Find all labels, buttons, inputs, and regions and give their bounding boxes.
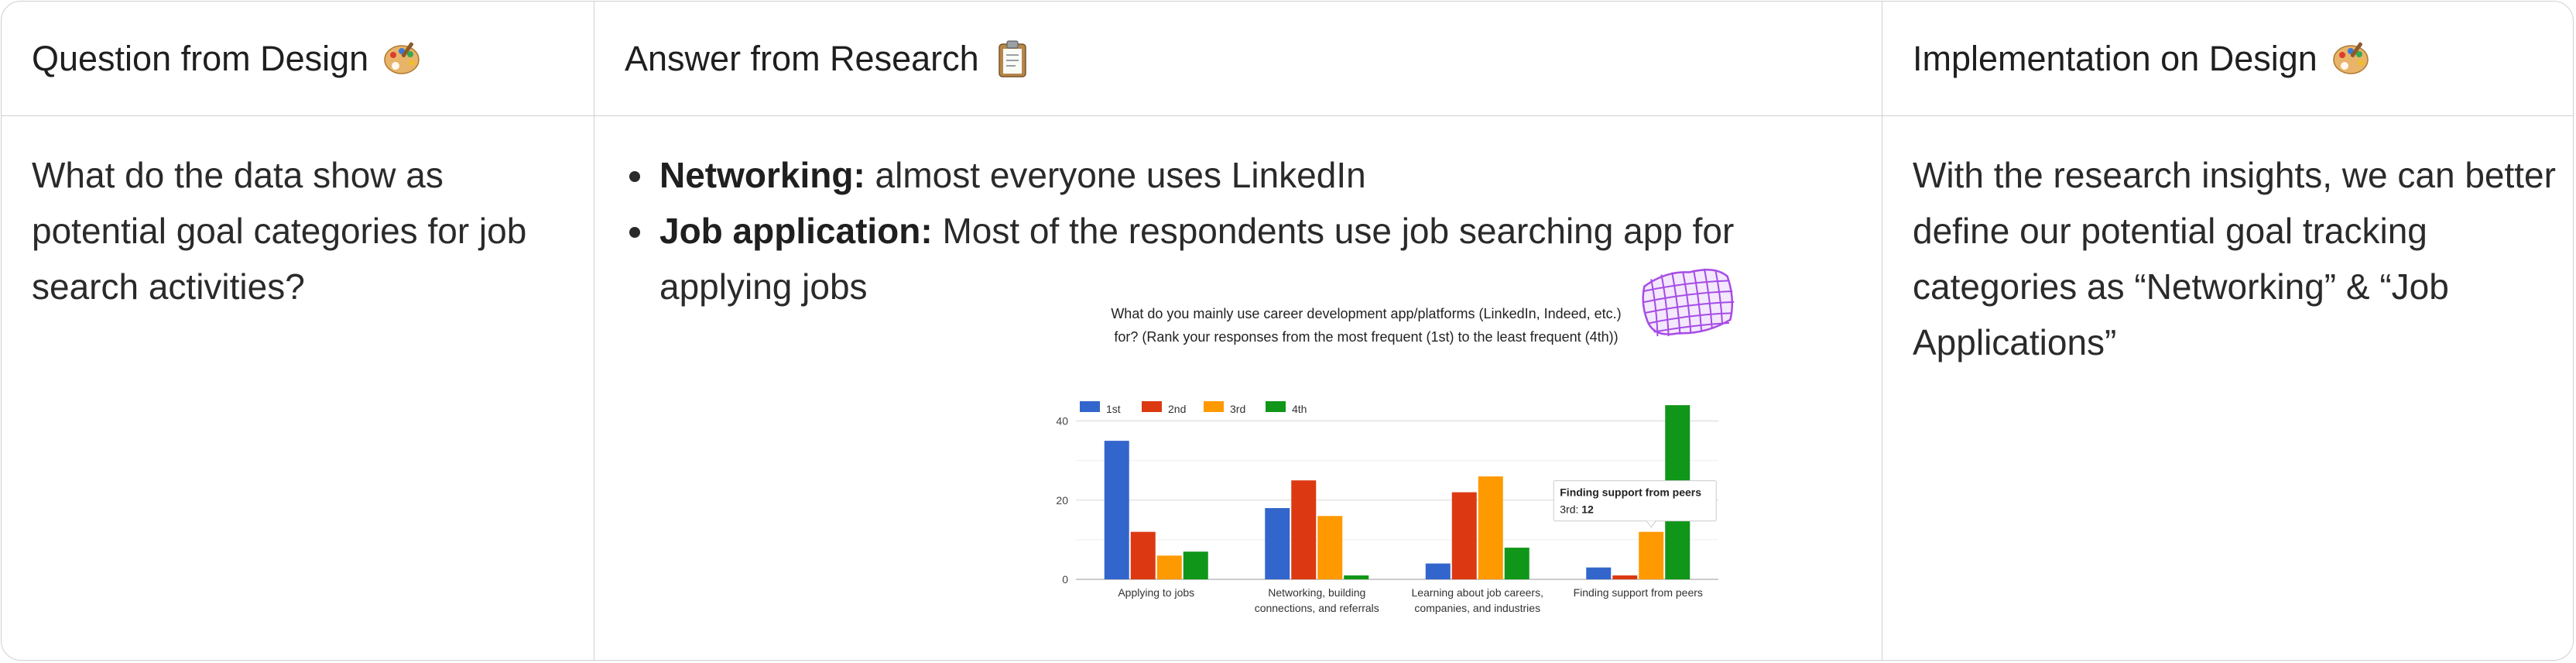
survey-bar-chart: What do you mainly use career developmen… <box>999 294 1734 627</box>
answer-bullet-text: Most of the respondents use job searchin… <box>659 211 1735 307</box>
implementation-column: Implementation on Design With the resear… <box>1882 2 2573 660</box>
chart-title: What do you mainly use career developmen… <box>999 302 1734 349</box>
tooltip-label: 3rd: 12 <box>1560 503 1594 516</box>
answer-bullet-title: Job application: <box>659 211 933 251</box>
answer-bullet-text: almost everyone uses LinkedIn <box>865 155 1366 195</box>
legend-swatch <box>1266 401 1286 412</box>
bar-2nd-0 <box>1130 531 1156 579</box>
purple-grid-sticker-icon <box>1642 268 1735 337</box>
answer-bullet-job-application: Job application: Most of the respondents… <box>656 203 1864 314</box>
bar-1st-1 <box>1265 508 1290 579</box>
implementation-header: Implementation on Design <box>1882 2 2573 116</box>
bar-1st-0 <box>1104 441 1129 579</box>
legend-label: 3rd <box>1230 403 1245 415</box>
bar-3rd-3 <box>1639 531 1664 579</box>
design-question-text: What do the data show as potential goal … <box>32 155 527 307</box>
x-tick-label: Finding support from peers <box>1574 586 1703 599</box>
implementation-header-label: Implementation on Design <box>1913 38 2317 78</box>
y-tick-label: 20 <box>1056 494 1068 507</box>
x-tick-label: companies, and industries <box>1414 602 1540 614</box>
clipboard-icon <box>998 40 1026 77</box>
chart-title-line: for? (Rank your responses from the most … <box>1114 329 1619 345</box>
bar-2nd-2 <box>1451 492 1477 579</box>
x-tick-label: Learning about job careers, <box>1412 586 1543 599</box>
bar-4th-0 <box>1183 551 1208 579</box>
design-question-header-label: Question from Design <box>32 38 369 78</box>
design-question-header: Question from Design <box>2 2 594 116</box>
tooltip-title: Finding support from peers <box>1560 486 1701 499</box>
bar-3rd-2 <box>1478 476 1503 579</box>
bar-4th-2 <box>1504 548 1530 579</box>
answer-bullet-list: Networking: almost everyone uses LinkedI… <box>622 147 1864 314</box>
tooltip-value: 12 <box>1581 503 1594 516</box>
research-answer-column: Answer from Research Networking: almost … <box>594 2 1882 660</box>
legend-swatch <box>1204 401 1224 412</box>
bar-1st-2 <box>1425 563 1451 579</box>
bar-4th-1 <box>1344 575 1369 579</box>
x-tick-label: Networking, building <box>1268 586 1365 599</box>
bar-2nd-3 <box>1612 575 1638 579</box>
implementation-text: With the research insights, we can bette… <box>1913 155 2556 362</box>
chart-plot: 0 20 40 1st 2nd 3rd 4th Applying to jobs Network… <box>1056 401 1718 614</box>
tooltip-pointer <box>1646 520 1656 528</box>
research-answer-header: Answer from Research <box>594 2 1882 116</box>
legend-swatch <box>1080 401 1100 412</box>
y-tick-label: 0 <box>1062 573 1068 586</box>
legend-label: 4th <box>1292 403 1307 415</box>
bar-2nd-1 <box>1291 480 1317 579</box>
artist-palette-icon <box>384 42 420 74</box>
y-tick-label: 40 <box>1056 415 1068 428</box>
chart-title-line: What do you mainly use career developmen… <box>1111 306 1622 321</box>
legend-swatch <box>1142 401 1162 412</box>
legend-label: 2nd <box>1168 403 1186 415</box>
tooltip-box <box>1553 480 1717 522</box>
bar-3rd-1 <box>1317 516 1343 579</box>
bar-3rd-0 <box>1156 555 1182 579</box>
answer-bullet-networking: Networking: almost everyone uses LinkedI… <box>656 147 1864 203</box>
x-tick-label: connections, and referrals <box>1255 602 1379 614</box>
artist-palette-icon <box>2333 42 2369 74</box>
design-question-column: Question from Design What do the data sh… <box>2 2 594 660</box>
legend-label: 1st <box>1106 403 1121 415</box>
bar-1st-3 <box>1586 567 1612 579</box>
research-answer-header-label: Answer from Research <box>625 38 979 78</box>
x-tick-label: Applying to jobs <box>1118 586 1194 599</box>
answer-bullet-title: Networking: <box>659 155 865 195</box>
